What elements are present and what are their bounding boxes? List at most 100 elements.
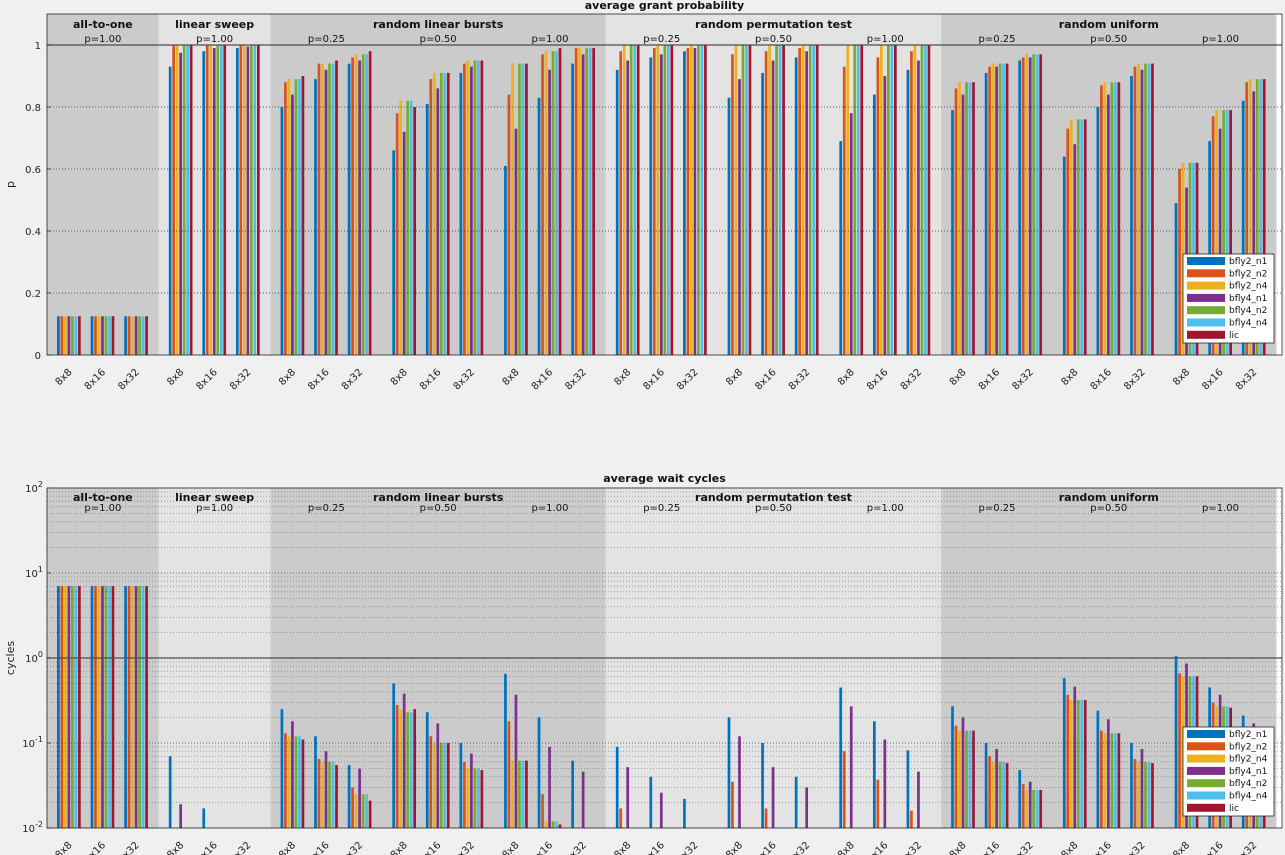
bar bbox=[764, 51, 768, 355]
bar bbox=[90, 316, 94, 355]
x-tick-label: 8x8 bbox=[1171, 367, 1192, 388]
x-tick-label: 8x32 bbox=[340, 367, 365, 392]
bar bbox=[473, 768, 477, 828]
bar bbox=[331, 761, 335, 828]
p-label: p=0.25 bbox=[308, 34, 345, 45]
bar bbox=[429, 79, 433, 355]
x-tick-label: 8x16 bbox=[194, 367, 219, 392]
x-tick-label: 8x16 bbox=[642, 840, 667, 855]
p-label: p=0.50 bbox=[420, 503, 457, 514]
group-label: random linear bursts bbox=[373, 18, 504, 31]
bar bbox=[886, 45, 890, 355]
bar bbox=[459, 72, 463, 356]
x-tick-label: 8x32 bbox=[1122, 840, 1147, 855]
bar bbox=[189, 45, 193, 355]
bar bbox=[581, 54, 585, 356]
bar bbox=[97, 316, 101, 355]
x-tick-label: 8x8 bbox=[1059, 367, 1080, 388]
bar bbox=[1241, 100, 1245, 355]
bar bbox=[1114, 733, 1117, 828]
bar bbox=[1083, 700, 1087, 828]
bar bbox=[995, 748, 998, 828]
bar bbox=[839, 141, 843, 355]
bar bbox=[1076, 119, 1080, 356]
bar bbox=[649, 57, 653, 356]
bar bbox=[1211, 116, 1215, 355]
bar bbox=[551, 51, 555, 355]
bar bbox=[1073, 144, 1077, 355]
bar bbox=[439, 72, 443, 356]
bar bbox=[585, 48, 588, 355]
bar bbox=[615, 69, 619, 356]
bar bbox=[991, 761, 995, 828]
bar bbox=[219, 45, 223, 355]
x-tick-label: 8x16 bbox=[418, 840, 443, 855]
group-label: random permutation test bbox=[695, 491, 852, 504]
bar bbox=[906, 750, 910, 828]
bar bbox=[60, 316, 64, 355]
x-tick-label: 8x16 bbox=[83, 840, 108, 855]
legend-swatch bbox=[1187, 754, 1225, 763]
bar bbox=[1252, 91, 1256, 355]
bar bbox=[849, 113, 853, 355]
bar bbox=[1002, 63, 1005, 355]
bar bbox=[1039, 789, 1043, 828]
bar bbox=[775, 45, 778, 355]
x-tick-label: 8x16 bbox=[642, 367, 667, 392]
bar bbox=[321, 63, 324, 355]
bar bbox=[477, 768, 480, 828]
bar bbox=[104, 586, 108, 828]
y-tick-label: 100 bbox=[25, 650, 43, 665]
bar bbox=[883, 739, 887, 828]
bar bbox=[1133, 758, 1137, 828]
bar bbox=[656, 45, 660, 355]
bar bbox=[1137, 761, 1140, 828]
bar bbox=[794, 776, 798, 828]
bar bbox=[1107, 94, 1110, 355]
y-tick-label: 10-2 bbox=[22, 820, 43, 835]
bar bbox=[731, 781, 734, 828]
bar bbox=[1107, 719, 1110, 828]
legend-label: bfly2_n2 bbox=[1229, 269, 1267, 279]
p-label: p=1.00 bbox=[84, 503, 121, 514]
bar bbox=[256, 45, 260, 355]
x-tick-label: 8x32 bbox=[1122, 367, 1147, 392]
x-tick-label: 8x32 bbox=[228, 840, 253, 855]
bar bbox=[1062, 156, 1066, 355]
bar bbox=[1025, 54, 1029, 356]
bar bbox=[1215, 110, 1218, 355]
bar bbox=[446, 743, 450, 828]
x-tick-label: 8x8 bbox=[54, 840, 75, 855]
bar bbox=[917, 60, 920, 355]
x-tick-label: 8x32 bbox=[1234, 840, 1259, 855]
bar bbox=[876, 779, 880, 828]
bar bbox=[1178, 169, 1181, 355]
bar bbox=[239, 45, 243, 355]
legend-label: bfly4_n4 bbox=[1229, 319, 1268, 329]
bar bbox=[1032, 789, 1036, 828]
x-tick-label: 8x32 bbox=[116, 367, 141, 392]
x-tick-label: 8x8 bbox=[54, 367, 75, 388]
bar bbox=[1103, 82, 1107, 355]
bar bbox=[399, 100, 403, 355]
bar bbox=[1147, 63, 1151, 355]
bar bbox=[592, 48, 595, 355]
legend-label: bfly2_n4 bbox=[1229, 755, 1268, 765]
bar bbox=[558, 824, 562, 828]
legend-swatch bbox=[1187, 269, 1225, 278]
p-label: p=1.00 bbox=[1202, 34, 1239, 45]
bar bbox=[335, 60, 338, 355]
bar bbox=[1018, 60, 1022, 355]
bar bbox=[511, 63, 514, 355]
legend-label: lic bbox=[1229, 804, 1239, 814]
bar bbox=[663, 45, 667, 355]
bar bbox=[321, 761, 324, 828]
bar bbox=[794, 57, 798, 356]
legend-label: bfly4_n1 bbox=[1229, 767, 1267, 777]
bar bbox=[984, 743, 988, 828]
bar bbox=[991, 63, 995, 355]
bar bbox=[395, 113, 399, 355]
bar bbox=[998, 63, 1002, 355]
bar bbox=[659, 54, 663, 356]
group-label: all-to-one bbox=[73, 18, 133, 31]
